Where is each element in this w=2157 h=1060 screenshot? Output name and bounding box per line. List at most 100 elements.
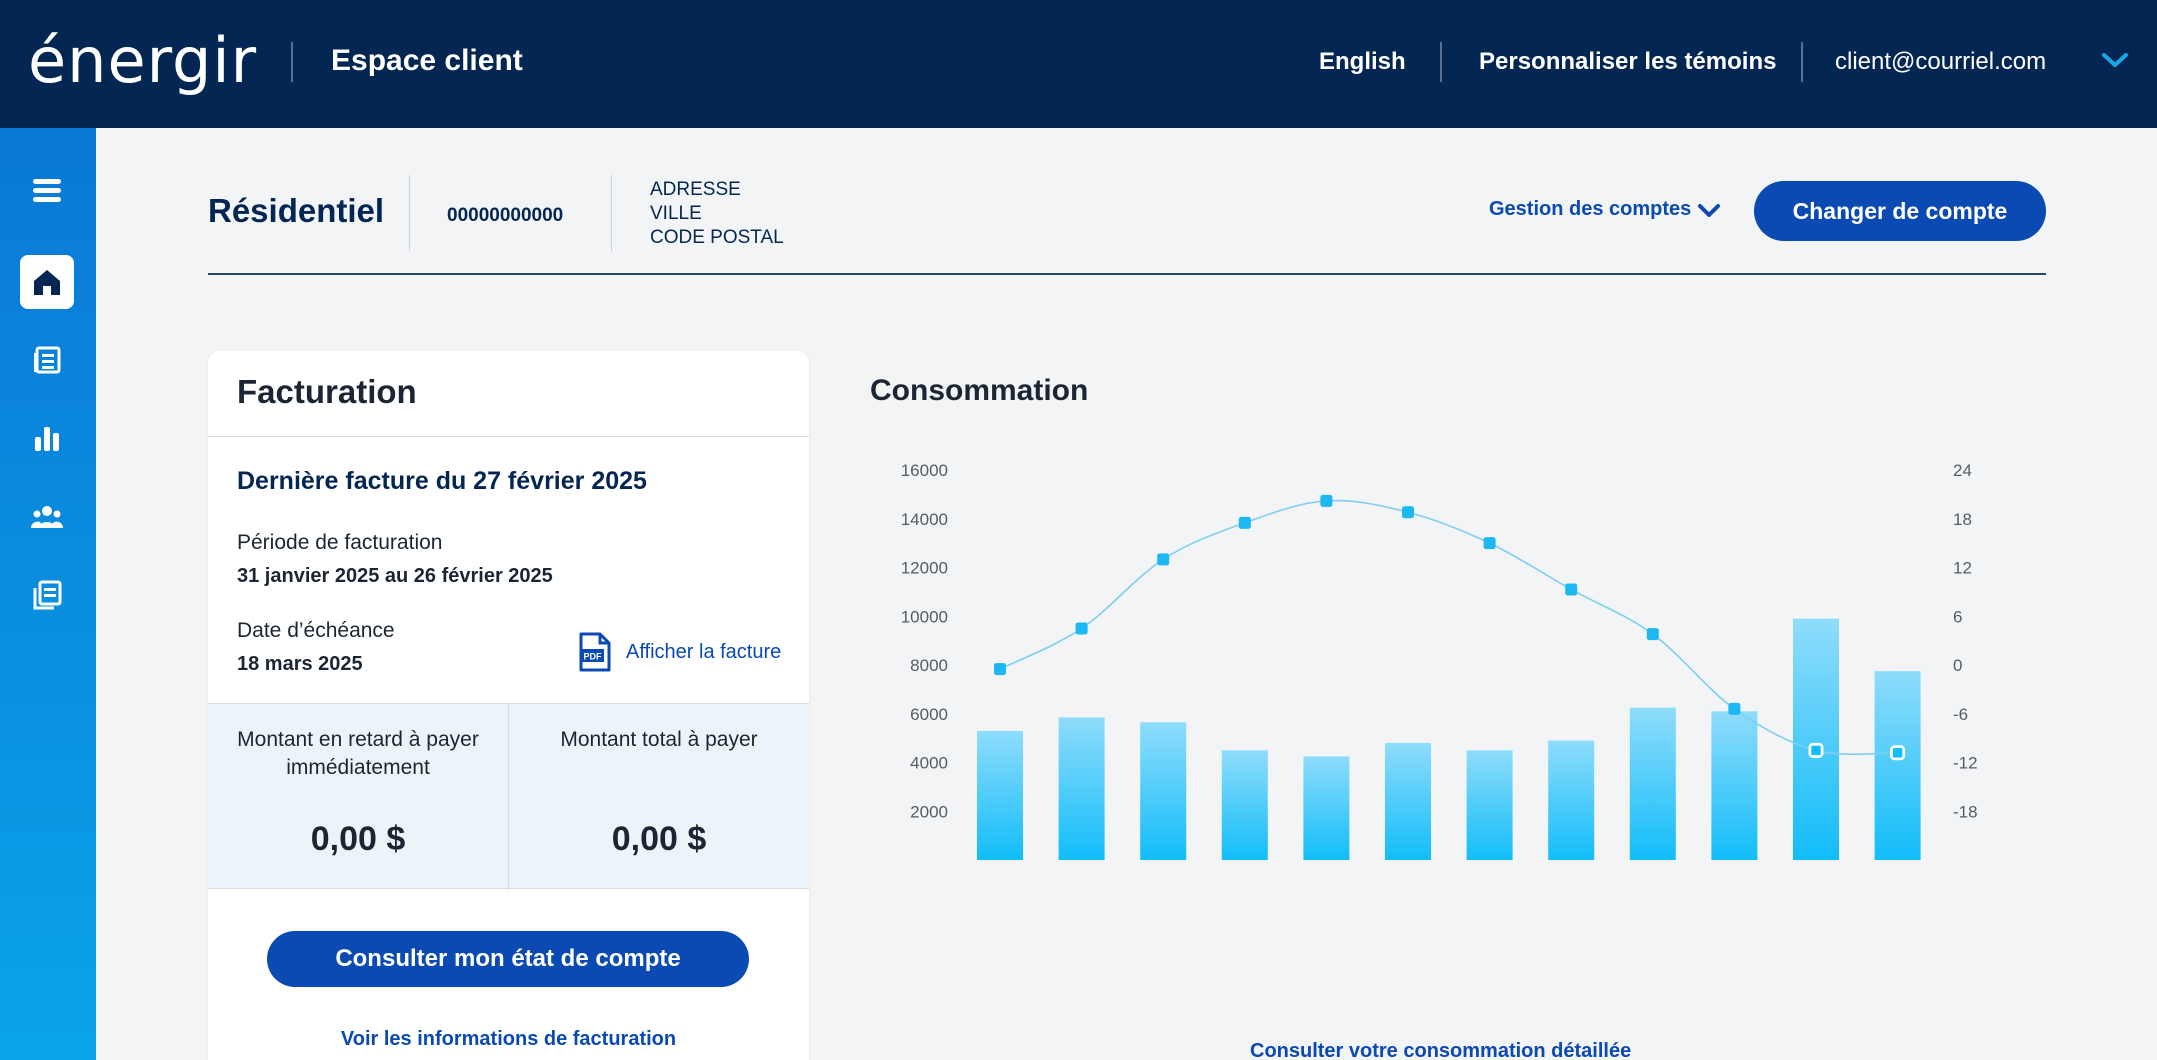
temperature-marker[interactable] [1890,745,1905,760]
chart-icon [35,427,59,451]
account-number: 00000000000 [447,205,564,226]
total-amount: Montant total à payer 0,00 $ [508,704,809,890]
right-axis-tick: -12 [1953,754,1978,773]
divider [611,175,612,251]
users-icon [31,506,63,528]
right-axis-tick: 6 [1953,607,1962,626]
total-label: Montant total à payer [560,728,758,751]
menu-icon [33,179,61,202]
temperature-marker[interactable] [1320,494,1333,507]
chevron-down-icon[interactable] [1697,203,1721,219]
menu-button[interactable] [20,163,74,217]
consumption-bar[interactable] [1793,618,1839,860]
header-divider [208,273,2046,275]
temperature-marker[interactable] [1157,553,1170,566]
pdf-badge: PDF [584,652,603,662]
temperature-marker[interactable] [994,663,1006,676]
left-axis-tick: 16000 [901,461,948,480]
sidebar-item-consumption[interactable] [20,411,74,465]
address-line: CODE POSTAL [650,227,784,248]
consumption-bar[interactable] [1221,750,1268,860]
account-address: ADRESSE VILLE CODE POSTAL [650,178,784,250]
temperature-marker[interactable] [1402,506,1414,519]
bills-icon [34,346,61,374]
detailed-consumption-link[interactable]: Consulter votre consommation détaillée [1250,1040,1632,1060]
overdue-value: 0,00 $ [310,820,406,858]
temperature-marker[interactable] [1646,628,1659,641]
consumption-bar[interactable] [1140,722,1187,860]
divider [208,436,809,437]
consumption-bar[interactable] [1629,707,1676,860]
billing-period-value: 31 janvier 2025 au 26 février 2025 [237,565,553,587]
logo-text: énergir [28,24,258,97]
last-invoice-heading: Dernière facture du 27 février 2025 [237,467,647,495]
documents-icon [33,580,62,610]
view-invoice-link[interactable]: PDF Afficher la facture [578,631,781,673]
sidebar-item-users[interactable] [20,490,74,544]
right-axis-tick: 24 [1953,461,1972,480]
space-title: Espace client [331,44,523,77]
sidebar-item-bills[interactable] [20,333,74,387]
consumption-bar[interactable] [1548,740,1595,860]
temperature-line [999,499,1898,756]
right-axis-tick: -18 [1953,802,1978,821]
billing-period-label: Période de facturation [237,531,443,554]
overdue-amount: Montant en retard à payer immédiatement … [208,704,508,890]
home-icon [34,270,60,295]
divider [1801,42,1803,82]
temperature-marker[interactable] [1238,516,1251,529]
consumption-title: Consommation [870,374,1089,407]
right-axis-tick: 0 [1953,656,1962,675]
amounts-panel: Montant en retard à payer immédiatement … [208,703,809,890]
address-line: ADRESSE [650,179,741,200]
temperature-marker[interactable] [1808,743,1824,758]
temperature-marker[interactable] [1728,702,1741,715]
language-link[interactable]: English [1319,48,1406,75]
chevron-down-icon[interactable] [2100,50,2130,70]
divider [409,175,410,251]
temperature-marker[interactable] [1075,622,1088,635]
billing-title: Facturation [237,373,417,410]
consumption-bar[interactable] [1303,756,1350,860]
energir-logo[interactable]: énergir [28,24,258,102]
sidebar-item-documents[interactable] [20,568,74,622]
temperature-marker[interactable] [1565,583,1578,596]
left-axis-tick: 2000 [910,802,948,821]
consumption-bar[interactable] [1711,711,1758,860]
consumption-bar[interactable] [977,730,1023,860]
left-axis-tick: 12000 [901,559,948,578]
total-value: 0,00 $ [611,820,707,858]
due-date-value: 18 mars 2025 [237,653,363,675]
left-axis-tick: 10000 [901,607,948,626]
consumption-bar[interactable] [1466,750,1513,860]
right-axis-tick: 18 [1953,510,1972,529]
account-management-dropdown[interactable]: Gestion des comptes [1489,198,1692,220]
consumption-bar[interactable] [1058,717,1105,860]
pdf-icon: PDF [579,632,611,672]
sidebar-item-home[interactable] [20,255,74,309]
divider [291,42,293,82]
right-axis-tick: -6 [1953,705,1968,724]
consumption-bar[interactable] [1385,743,1431,860]
left-axis-tick: 4000 [910,754,948,773]
address-line: VILLE [650,203,702,224]
temperature-marker[interactable] [1483,537,1496,550]
account-type: Résidentiel [208,192,385,229]
account-statement-button[interactable]: Consulter mon état de compte [267,931,749,987]
consumption-bar[interactable] [1874,671,1921,860]
left-axis-tick: 8000 [910,656,948,675]
left-axis-tick: 14000 [901,510,948,529]
sidebar [0,128,96,1060]
divider [1440,42,1442,82]
right-axis-tick: 12 [1953,559,1972,578]
billing-card: Facturation Dernière facture du 27 févri… [208,351,809,1060]
due-date-label: Date d’échéance [237,619,395,642]
user-email[interactable]: client@courriel.com [1835,48,2047,75]
consumption-chart: 2000 4000 6000 8000 10000 12000 14000 16000 -18… [901,461,1978,860]
billing-info-link[interactable]: Voir les informations de facturation [340,1028,677,1050]
view-invoice-label: Afficher la facture [626,640,782,663]
change-account-button[interactable]: Changer de compte [1754,181,2046,241]
overdue-label: Montant en retard à payer immédiatement [237,728,479,779]
top-bar: énergir Espace client English Personnali… [0,0,2157,128]
cookies-link[interactable]: Personnaliser les témoins [1479,48,1777,75]
